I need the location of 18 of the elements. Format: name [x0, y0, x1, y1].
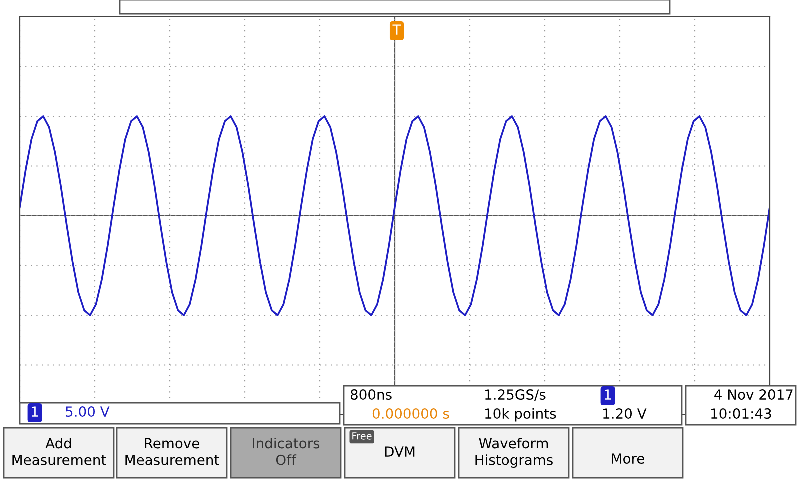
text: Remove Measurement — [126, 438, 220, 466]
text: 800ns — [350, 390, 392, 400]
text: Indicators Off — [253, 438, 320, 466]
text: 0.000000 s — [372, 408, 450, 420]
text: 10k points — [486, 408, 556, 422]
text: 1.25GS/s — [486, 390, 546, 402]
text: T — [392, 24, 402, 35]
text: 10:01:43 — [712, 408, 772, 420]
text: 5.00 V — [66, 406, 110, 418]
text: More — [612, 454, 644, 464]
text: 4 Nov 2017 — [714, 390, 793, 400]
text: Waveform Histograms — [476, 438, 553, 468]
text: 1 — [605, 390, 612, 400]
text: Add Measurement — [12, 438, 106, 466]
text: 1.20 V — [604, 408, 647, 420]
text: DVM — [385, 446, 415, 457]
text: Free — [352, 432, 372, 440]
text: 1 — [32, 406, 38, 417]
